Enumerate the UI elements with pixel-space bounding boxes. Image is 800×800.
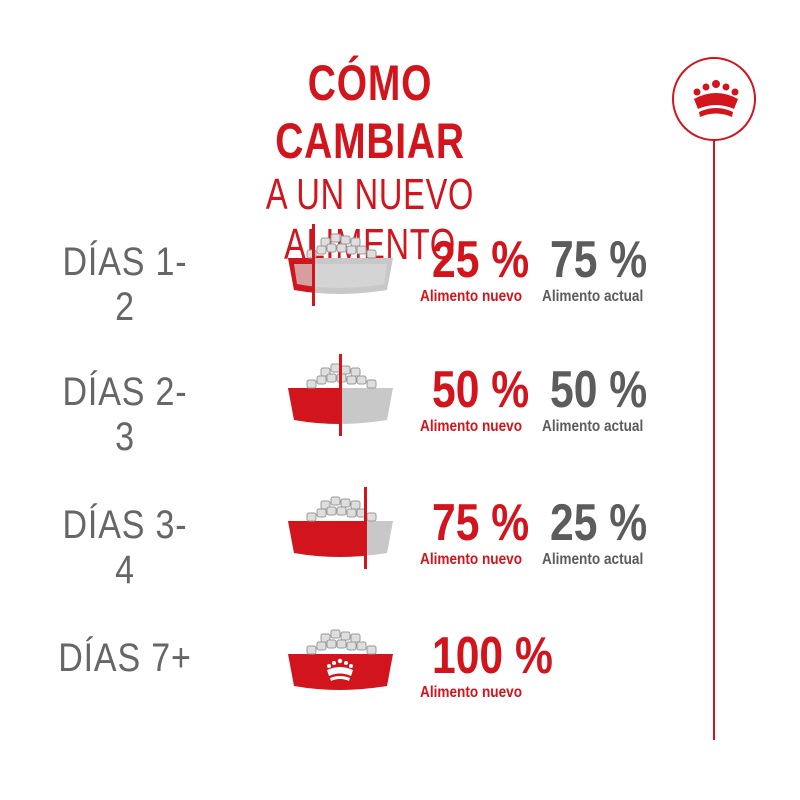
food-bowl-icon (288, 487, 393, 569)
new-food-percentage: 75 % (432, 494, 530, 552)
day-range-label: DÍAS 3-4 (62, 503, 188, 592)
transition-row-1: DÍAS 1-2 25 % 75 % Alimento nuevo Alimen… (0, 222, 700, 332)
food-bowl-icon (288, 629, 393, 690)
current-food-percentage: 75 % (550, 231, 648, 289)
food-bowl-icon (288, 224, 393, 306)
current-food-label: Alimento actual (542, 418, 644, 435)
day-range-label: DÍAS 1-2 (62, 240, 188, 329)
day-range-label: DÍAS 7+ (58, 636, 192, 680)
day-range-label: DÍAS 2-3 (62, 370, 188, 459)
transition-row-2: DÍAS 2-3 50 % 50 % Alimento nuevo Alimen… (0, 352, 700, 462)
new-food-label: Alimento nuevo (420, 684, 523, 701)
timeline-line (713, 141, 715, 740)
new-food-label: Alimento nuevo (420, 551, 523, 568)
title-line-1: CÓMO CAMBIAR (275, 55, 465, 169)
transition-row-4: DÍAS 7+ 100 % Alimento nuevo (0, 618, 700, 728)
current-food-label: Alimento actual (542, 288, 644, 305)
new-food-percentage: 50 % (432, 361, 530, 419)
new-food-label: Alimento nuevo (420, 418, 523, 435)
current-food-label: Alimento actual (542, 551, 644, 568)
new-food-percentage: 25 % (432, 231, 530, 289)
current-food-percentage: 50 % (550, 361, 648, 419)
current-food-percentage: 25 % (550, 494, 648, 552)
brand-logo (672, 57, 756, 141)
new-food-label: Alimento nuevo (420, 288, 523, 305)
food-bowl-icon (288, 354, 393, 436)
new-food-percentage: 100 % (432, 627, 553, 685)
transition-row-3: DÍAS 3-4 75 % 25 % Alimento nuevo Alimen… (0, 485, 700, 595)
crown-icon (693, 80, 739, 117)
crown-icon (327, 658, 353, 681)
